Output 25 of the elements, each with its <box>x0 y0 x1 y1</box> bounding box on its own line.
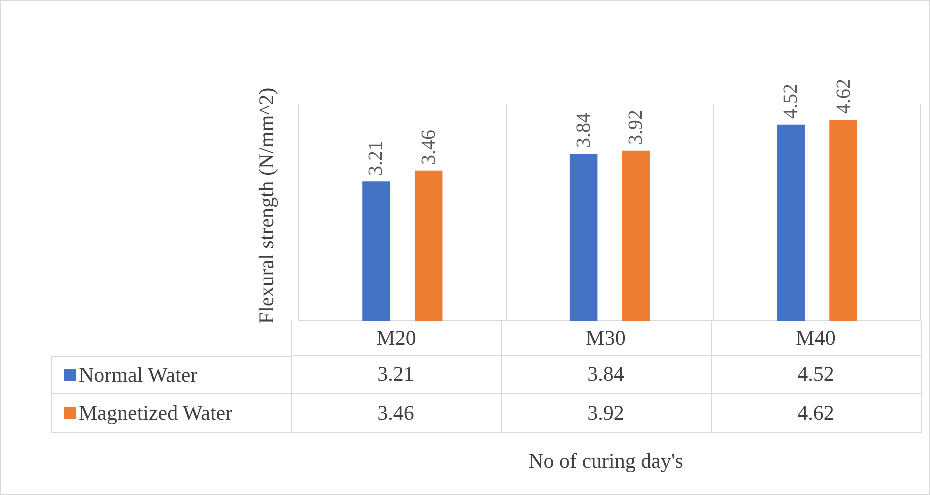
legend-label: Normal Water <box>79 362 198 388</box>
bar <box>830 120 858 321</box>
x-tick-label: M20 <box>291 321 502 356</box>
bar <box>777 124 806 321</box>
annotation: 3.21 <box>365 140 388 176</box>
data-label: 3.92 <box>501 394 712 433</box>
data-label: 3.46 <box>291 394 502 433</box>
annotation: 4.62 <box>832 79 854 114</box>
bar <box>414 170 443 321</box>
bar <box>622 150 650 321</box>
bar <box>570 154 598 321</box>
x-tick-label: M40 <box>711 321 922 356</box>
y-axis-title: Flexural strength (N/mm^2) <box>254 88 280 324</box>
data-label: 4.52 <box>711 356 922 394</box>
legend-label: Magnetized Water <box>79 400 233 426</box>
annotation: 4.52 <box>780 84 802 119</box>
annotation: 3.84 <box>572 113 595 148</box>
data-label: 3.84 <box>501 356 712 394</box>
annotation: 3.92 <box>625 110 648 145</box>
data-label: 4.62 <box>711 394 922 433</box>
x-axis-title: No of curing day's <box>528 449 684 474</box>
data-label: 3.21 <box>291 356 502 394</box>
annotation: 3.46 <box>418 130 440 165</box>
x-tick-label: M30 <box>501 321 712 356</box>
bar <box>362 182 390 321</box>
